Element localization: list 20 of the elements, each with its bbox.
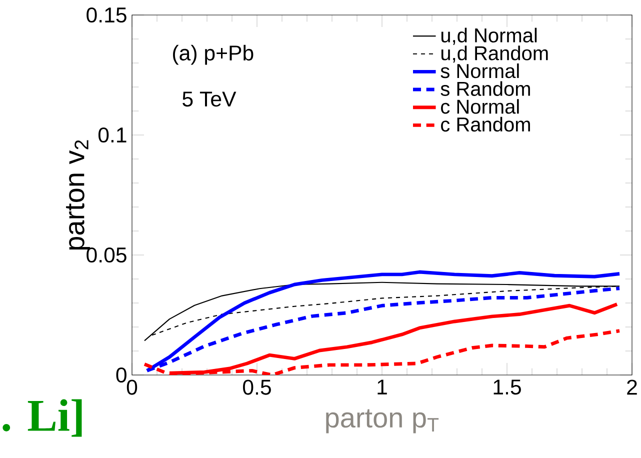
legend-label: c Random xyxy=(441,116,530,132)
y-tick-label: 0.05 xyxy=(86,247,126,263)
x-tick-label: 0 xyxy=(126,380,138,395)
text: . Li] xyxy=(2,399,82,437)
y-tick-label: 0.1 xyxy=(98,127,126,143)
annotation: 5 TeV xyxy=(182,92,236,107)
annotation: (a) p+Pb xyxy=(173,44,254,65)
x-tick-label: 0.5 xyxy=(243,380,271,395)
x-tick-label: 1 xyxy=(378,380,387,394)
legend-label: u,d Normal xyxy=(441,28,537,45)
y-axis-title: parton v$_{2}$ xyxy=(66,140,90,250)
legend-label: u,d Random xyxy=(441,46,548,63)
x-axis-title: parton p$_{T}$ xyxy=(326,409,439,434)
y-tick-label: 0.15 xyxy=(86,7,126,23)
legend-label: s Normal xyxy=(440,63,519,78)
x-tick-label: 2 xyxy=(627,380,637,395)
legend-label: c Normal xyxy=(441,99,519,114)
x-tick-label: 1.5 xyxy=(494,380,521,395)
legend-label: s Random xyxy=(440,81,530,96)
y-tick-label: 0 xyxy=(116,367,126,383)
